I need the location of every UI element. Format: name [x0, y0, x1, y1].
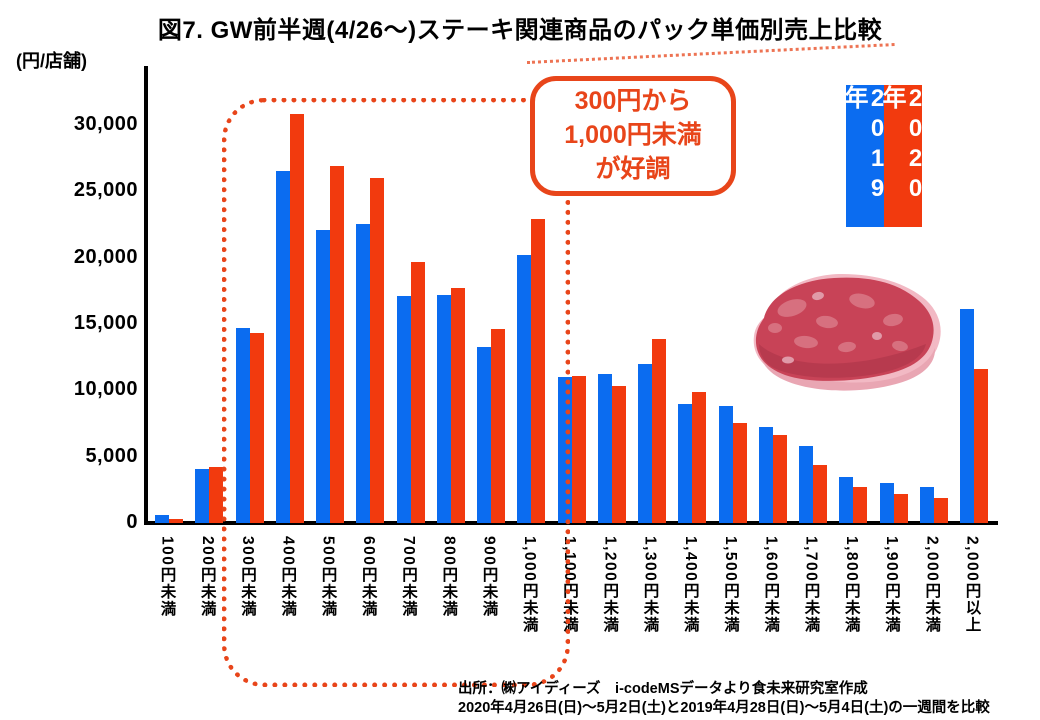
bar-2020年-1,400円未満	[692, 392, 707, 523]
bar-2019年-1,600円未満	[758, 427, 773, 523]
bar-2019年-1,700円未満	[799, 446, 813, 523]
bar-2019年-700円未満	[396, 296, 411, 523]
x-label-600円未満: 600円未満	[359, 536, 377, 618]
bar-2019年-300円未満	[235, 328, 250, 523]
source-note: 出所：㈱アイディーズ i-codeMSデータより食未来研究室作成 2020年4月…	[458, 680, 1036, 718]
y-tick-30000: 30,000	[73, 113, 138, 135]
bar-2020年-1,100円未満	[571, 376, 586, 523]
x-label-1,600円未満: 1,600円未満	[762, 536, 780, 634]
x-axis-line	[144, 521, 998, 525]
annotation-line-3: が好調	[595, 154, 671, 183]
y-axis-line	[144, 66, 148, 525]
bar-2019年-1,900円未満	[879, 483, 894, 523]
y-tick-15000: 15,000	[73, 312, 138, 334]
y-tick-20000: 20,000	[73, 245, 138, 268]
bar-2019年-2,000円以上	[960, 309, 974, 523]
legend: 2019年 2020年	[840, 85, 929, 227]
x-label-200円未満: 200円未満	[198, 536, 216, 618]
bar-2019年-600円未満	[356, 224, 371, 523]
x-label-400円未満: 400円未満	[279, 536, 297, 618]
x-label-1,400円未満: 1,400円未満	[681, 536, 699, 634]
legend-label-2020: 2020年	[878, 85, 929, 205]
bar-2020年-900円未満	[491, 329, 505, 523]
bar-2020年-1,800円未満	[853, 487, 868, 523]
bar-2020年-400円未満	[289, 114, 304, 523]
bar-2020年-1,900円未満	[893, 494, 908, 523]
x-label-2,000円以上: 2,000円以上	[963, 536, 981, 634]
legend-item-2020: 2020年	[878, 85, 929, 227]
y-tick-25000: 25,000	[73, 179, 138, 202]
source-line-2: 2020年4月26日(日)～5月2日(土)と2019年4月28日(日)～5月4日…	[458, 700, 990, 716]
bar-2020年-1,300円未満	[652, 339, 666, 523]
bar-2020年-1,200円未満	[611, 386, 626, 523]
bar-2020年-1,000円未満	[531, 219, 546, 523]
x-label-1,000円未満: 1,000円未満	[520, 536, 538, 634]
annotation-line-1: 300円から	[574, 87, 692, 116]
bar-2020年-2,000円以上	[974, 369, 988, 523]
steak-meat-illustration	[753, 274, 941, 391]
bar-2019年-2,000円未満	[919, 487, 934, 523]
meat-shadow-band	[759, 344, 926, 378]
x-label-1,700円未満: 1,700円未満	[802, 536, 820, 634]
bar-2020年-200円未満	[209, 467, 224, 523]
meat-marbling	[768, 293, 908, 353]
x-label-2,000円未満: 2,000円未満	[923, 536, 941, 634]
bar-2020年-2,000円未満	[933, 498, 948, 523]
callout-connector-dotted-line	[526, 43, 895, 64]
x-label-300円未満: 300円未満	[239, 536, 256, 618]
x-label-500円未満: 500円未満	[319, 536, 337, 618]
x-label-1,200円未満: 1,200円未満	[601, 536, 619, 634]
bar-2019年-500円未満	[316, 230, 330, 523]
bar-2020年-1,700円未満	[813, 465, 827, 523]
bar-2019年-800円未満	[436, 295, 451, 523]
x-label-900円未満: 900円未満	[480, 536, 498, 618]
annotation-callout: 300円から 1,000円未満 が好調	[530, 76, 736, 196]
bar-2020年-700円未満	[410, 262, 425, 523]
source-line-1: 出所：㈱アイディーズ i-codeMSデータより食未来研究室作成	[458, 681, 868, 697]
bar-2019年-1,000円未満	[517, 255, 532, 523]
bar-2019年-200円未満	[195, 469, 210, 523]
x-label-700円未満: 700円未満	[400, 536, 417, 618]
y-tick-0: 0	[126, 511, 138, 533]
bar-2020年-1,600円未満	[772, 435, 787, 523]
bar-2020年-500円未満	[330, 166, 344, 523]
x-label-100円未満: 100円未満	[158, 536, 176, 618]
meat-marbling-light	[782, 291, 882, 364]
bar-2019年-1,800円未満	[839, 477, 854, 523]
bar-2019年-100円未満	[155, 515, 169, 523]
y-tick-5000: 5,000	[85, 444, 138, 467]
bar-2020年-600円未満	[370, 178, 385, 523]
bar-2019年-1,500円未満	[718, 406, 733, 523]
y-axis-unit-label: (円/店舗)	[16, 51, 87, 71]
bar-2019年-900円未満	[477, 347, 491, 523]
x-label-1,800円未満: 1,800円未満	[842, 536, 860, 634]
bar-2020年-800円未満	[450, 288, 465, 523]
annotation-line-2: 1,000円未満	[564, 121, 702, 150]
bar-2020年-1,500円未満	[732, 423, 747, 523]
bar-2019年-400円未満	[275, 171, 290, 523]
x-label-1,300円未満: 1,300円未満	[641, 536, 659, 634]
bar-2019年-1,200円未満	[597, 374, 612, 523]
chart-title: 図7. GW前半週(4/26～)ステーキ関連商品のパック単価別売上比較	[157, 17, 883, 44]
bar-2020年-300円未満	[249, 333, 264, 523]
bar-2019年-1,100円未満	[557, 377, 572, 523]
x-label-800円未満: 800円未満	[440, 536, 458, 618]
y-tick-10000: 10,000	[73, 378, 138, 401]
x-label-1,500円未満: 1,500円未満	[722, 536, 739, 634]
x-label-1,100円未満: 1,100円未満	[561, 536, 578, 634]
x-label-1,900円未満: 1,900円未満	[883, 536, 900, 634]
bar-2019年-1,400円未満	[678, 404, 693, 523]
bar-2020年-100円未満	[169, 519, 183, 523]
bar-2019年-1,300円未満	[638, 364, 652, 523]
